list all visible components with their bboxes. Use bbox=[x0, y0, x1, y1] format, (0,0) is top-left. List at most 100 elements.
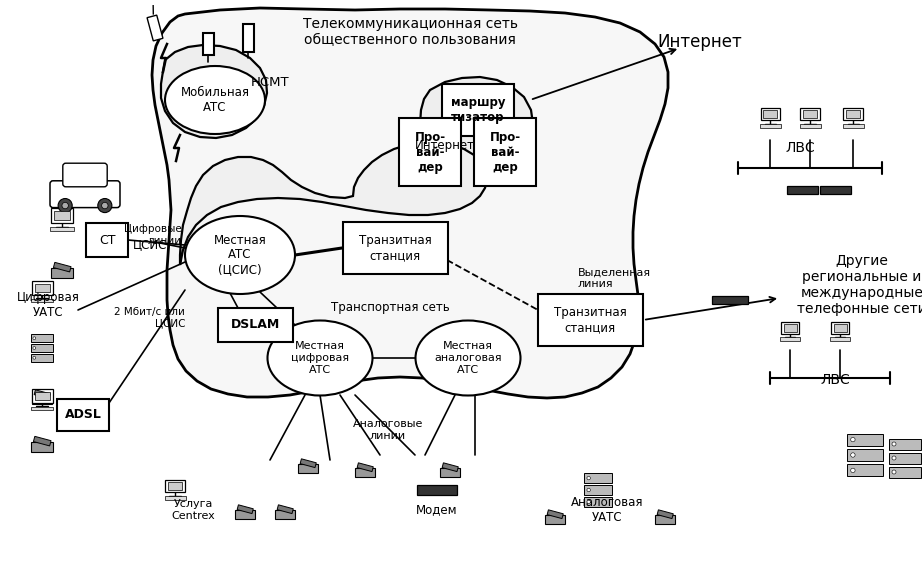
Bar bbox=[34, 284, 50, 292]
Bar bbox=[52, 268, 73, 278]
Bar bbox=[50, 227, 74, 231]
Bar bbox=[585, 485, 611, 495]
Bar bbox=[847, 449, 882, 461]
Bar bbox=[30, 354, 53, 362]
Bar bbox=[357, 463, 373, 471]
Text: Мобильная
АТС: Мобильная АТС bbox=[181, 86, 250, 114]
Text: Местная
АТС
(ЦСИС): Местная АТС (ЦСИС) bbox=[214, 233, 266, 276]
Text: Аналоговые
линии: Аналоговые линии bbox=[353, 419, 423, 441]
Bar bbox=[442, 84, 514, 136]
Circle shape bbox=[62, 202, 68, 209]
Bar bbox=[218, 308, 292, 342]
Text: DSLAM: DSLAM bbox=[230, 319, 279, 332]
Bar bbox=[545, 515, 565, 524]
Bar bbox=[847, 434, 882, 446]
Polygon shape bbox=[161, 45, 267, 138]
Text: Аналоговая
УАТС: Аналоговая УАТС bbox=[571, 496, 644, 524]
Bar bbox=[847, 464, 882, 476]
Bar bbox=[843, 124, 864, 128]
Circle shape bbox=[33, 347, 36, 349]
Bar bbox=[417, 485, 456, 495]
Text: ЛВС: ЛВС bbox=[786, 141, 815, 155]
Text: ЦСИС: ЦСИС bbox=[133, 239, 167, 252]
Bar bbox=[342, 222, 447, 274]
FancyBboxPatch shape bbox=[63, 163, 107, 187]
Text: Транспортная сеть: Транспортная сеть bbox=[331, 301, 449, 315]
Bar bbox=[30, 335, 53, 342]
Bar bbox=[889, 452, 921, 463]
Bar bbox=[830, 337, 850, 341]
Text: Выделенная
линия: Выделенная линия bbox=[578, 267, 651, 289]
Bar bbox=[203, 33, 214, 55]
Circle shape bbox=[587, 500, 590, 503]
Bar bbox=[32, 395, 52, 404]
Bar bbox=[761, 108, 780, 120]
Bar bbox=[278, 505, 293, 514]
Text: 2 Мбит/с или
ЦСИС: 2 Мбит/с или ЦСИС bbox=[114, 307, 185, 329]
Bar bbox=[298, 464, 318, 473]
Text: Телекоммуникационная сеть
общественного пользования: Телекоммуникационная сеть общественного … bbox=[302, 17, 517, 47]
Bar bbox=[844, 108, 863, 120]
FancyBboxPatch shape bbox=[50, 181, 120, 208]
Text: Цифровая
УАТС: Цифровая УАТС bbox=[17, 291, 79, 319]
Circle shape bbox=[33, 356, 36, 359]
Text: Транзитная
станция: Транзитная станция bbox=[359, 234, 431, 262]
Polygon shape bbox=[180, 143, 487, 265]
Circle shape bbox=[101, 202, 108, 209]
Bar bbox=[301, 459, 316, 467]
Text: СТ: СТ bbox=[99, 233, 115, 247]
Bar bbox=[846, 110, 860, 118]
Bar bbox=[781, 322, 799, 334]
Circle shape bbox=[851, 438, 855, 442]
Bar bbox=[538, 294, 643, 346]
Circle shape bbox=[851, 453, 855, 457]
Bar bbox=[31, 389, 53, 403]
Bar bbox=[51, 208, 73, 223]
Bar bbox=[780, 337, 799, 341]
Polygon shape bbox=[152, 8, 668, 398]
Ellipse shape bbox=[267, 320, 372, 395]
Circle shape bbox=[587, 476, 590, 480]
Bar bbox=[242, 24, 254, 52]
Ellipse shape bbox=[165, 66, 265, 134]
Bar bbox=[889, 467, 921, 478]
Bar bbox=[831, 322, 849, 334]
Ellipse shape bbox=[185, 216, 295, 294]
Bar bbox=[787, 186, 818, 194]
Circle shape bbox=[892, 470, 896, 474]
Text: ADSL: ADSL bbox=[65, 408, 101, 422]
Text: Местная
аналоговая
АТС: Местная аналоговая АТС bbox=[434, 341, 502, 375]
Text: маршру
тизатор: маршру тизатор bbox=[451, 96, 505, 124]
Bar bbox=[164, 496, 185, 499]
Circle shape bbox=[98, 198, 112, 213]
Text: Интернет: Интернет bbox=[415, 138, 475, 152]
Bar bbox=[657, 510, 673, 519]
Bar bbox=[355, 468, 375, 477]
Bar bbox=[760, 124, 781, 128]
Bar bbox=[275, 510, 295, 519]
Text: Цифровые
линии: Цифровые линии bbox=[124, 224, 182, 246]
Bar bbox=[763, 110, 777, 118]
Bar bbox=[237, 505, 254, 514]
Bar bbox=[474, 118, 536, 186]
Bar bbox=[585, 497, 611, 507]
Bar bbox=[820, 186, 851, 194]
Text: Услуга
Centrex: Услуга Centrex bbox=[171, 499, 215, 521]
Circle shape bbox=[58, 198, 72, 213]
Bar bbox=[547, 510, 563, 519]
Circle shape bbox=[33, 337, 36, 340]
Bar bbox=[713, 296, 748, 304]
Bar bbox=[34, 390, 51, 399]
Text: ЛВС: ЛВС bbox=[821, 373, 850, 387]
Circle shape bbox=[892, 442, 896, 446]
Bar bbox=[800, 108, 820, 120]
Circle shape bbox=[851, 468, 855, 472]
Bar bbox=[31, 281, 53, 295]
Bar bbox=[31, 442, 53, 452]
Circle shape bbox=[587, 488, 590, 492]
Bar bbox=[165, 479, 184, 492]
Bar bbox=[30, 407, 53, 410]
Bar bbox=[30, 299, 53, 303]
Bar bbox=[443, 463, 458, 471]
Text: Про-
вай-
дер: Про- вай- дер bbox=[490, 130, 521, 173]
